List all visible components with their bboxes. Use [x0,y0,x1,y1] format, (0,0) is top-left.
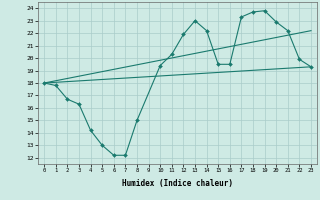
X-axis label: Humidex (Indice chaleur): Humidex (Indice chaleur) [122,179,233,188]
